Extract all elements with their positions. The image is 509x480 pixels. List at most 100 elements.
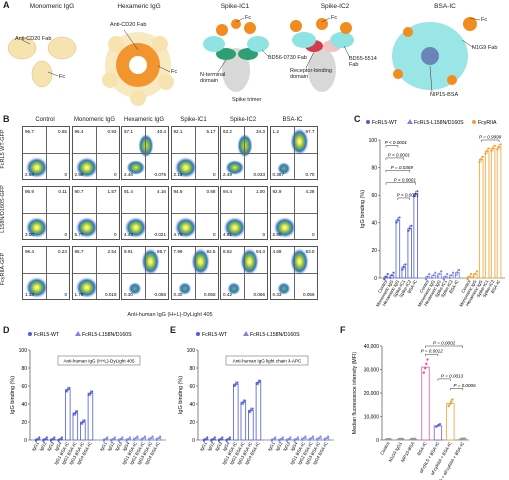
data-point [248,410,251,414]
y-axis-label: Median fluorescence intensity (MFI) [352,352,358,434]
monomeric-igg-structure [7,36,77,88]
x-tick-label: IgG3 [214,441,223,452]
data-point [217,439,221,442]
quadrant-value: 2.54 [107,249,117,254]
data-point [425,362,428,366]
fc-column-title: Spike-IC1 [180,117,207,123]
quadrant-value: 2.15 [173,172,183,177]
gate-line-horizontal [72,153,119,154]
bar [233,383,239,441]
quadrant-value: 0 [212,232,216,237]
data-point [136,435,139,438]
label-ic1-bd: BD56-0730 Fab [268,55,307,61]
data-point [68,386,71,390]
data-point [383,278,386,281]
label-ic1-fc: Fc [245,15,252,21]
data-point [106,436,109,439]
y-tick-label: 40 [21,402,27,408]
legend-marker [75,331,81,336]
data-point [442,278,445,281]
data-point [90,390,94,393]
significance-bracket [480,139,500,142]
label-hex-fc: Fc [171,69,178,75]
quadrant-value: 63.2 [223,129,232,134]
quadrant-value: 0.11 [58,189,67,194]
y-tick-label: 30,000 [364,367,380,373]
legend-label: FcRL5-L158N/D160S [414,120,464,126]
data-point [285,439,289,442]
quadrant-value: 4.61 [223,232,232,237]
quadrant-value: 90.7 [74,189,84,194]
gate-line-horizontal [122,153,168,154]
legend-marker [366,120,370,124]
data-point [157,437,160,440]
data-point [258,379,262,382]
fc-plot: 92.9 4.28 2.80 0 [269,186,318,240]
p-value: P < 0.0001 [385,140,408,145]
bar [87,392,94,441]
data-point [466,278,469,281]
data-point [151,435,154,438]
quadrant-value: 0.30 [124,292,133,297]
bar [421,366,430,441]
quadrant-value: 0.65 [58,129,67,134]
quadrant-value: 2.64 [25,172,34,177]
fc-row-label: FcγRIIA-GFP [0,252,6,286]
data-point [72,413,75,416]
quadrant-value: 0 [113,232,117,237]
data-point [478,160,481,163]
data-point [499,143,502,146]
quadrant-value: 0.066 [253,292,266,297]
x-tick-label: BSA-IC [406,279,418,294]
significance-bracket [397,197,411,200]
data-point [446,273,449,276]
bsa-ic-structure [392,17,477,90]
data-point [155,438,158,441]
quadrant-value: 0 [311,232,315,237]
gate-line-horizontal [171,153,218,154]
data-point [401,437,404,441]
data-point [270,439,274,442]
panel-letter-a: A [3,0,10,10]
data-point [42,439,45,442]
data-point [304,435,307,438]
x-tick-label: IgG3 [282,441,291,452]
significance-bracket [385,145,399,148]
data-point [212,438,215,441]
fc-plot: 94.4 1.00 4.61 0 [220,186,268,240]
data-point [451,398,454,401]
quadrant-value: 9.91 [124,249,133,254]
gate-line-horizontal [221,153,267,154]
gate-line-horizontal [72,213,119,214]
significance-bracket [437,378,451,381]
data-point [401,268,404,271]
data-point [410,224,413,227]
quadrant-value: 98.4 [25,249,34,254]
panel-letter-e: E [170,325,177,335]
quadrant-value: 0.056 [303,292,315,297]
annotation-label: Anti-human IgG (H+L)-DyLight 405 [63,358,135,363]
quadrant-value: 0.42 [223,292,232,297]
legend-label: FcRL5-L158N/D160S [250,332,300,338]
data-point [158,435,162,438]
gate-line-horizontal [270,273,317,274]
quadrant-value: 34.3 [256,129,265,134]
quadrant-value: 0 [64,232,67,237]
quadrant-value: 92.1 [173,129,183,134]
x-tick-label: IgG4 [53,441,62,452]
data-point [296,436,299,439]
data-point [481,155,484,158]
data-point [51,438,54,441]
fc-plot: 92.1 5.17 2.15 0 [170,126,219,180]
quadrant-value: 4.16 [157,189,166,194]
data-point [204,438,207,441]
fc-plot: 7.99 92.5 0.30 0.065 [170,246,219,300]
x-tick-label: Control [377,279,388,294]
data-point [438,272,441,275]
y-tick-label: 60 [21,384,27,390]
fc-plot: 98.4 0.24 1.33 0 [22,246,70,300]
quadrant-value: 91.4 [124,189,133,194]
quadrant-value: 1.78 [74,292,84,297]
x-tick-label: IgG3 [114,441,123,452]
quadrant-value: 0 [64,292,67,297]
